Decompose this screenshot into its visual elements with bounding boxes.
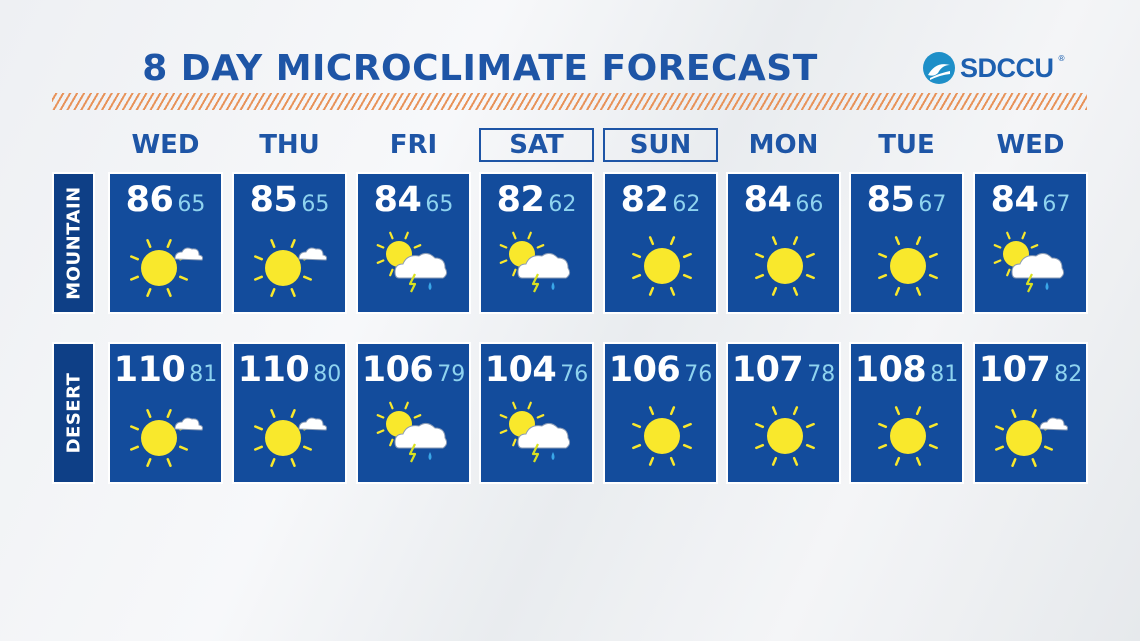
day-header-6: TUE xyxy=(878,130,935,160)
forecast-cell: 85 65 xyxy=(232,172,347,314)
row-label-desert: DESERT xyxy=(52,342,95,484)
low-temperature: 81 xyxy=(189,362,218,387)
low-temperature: 82 xyxy=(1054,362,1083,387)
forecast-cell: 85 67 xyxy=(849,172,964,314)
high-temperature: 85 xyxy=(249,180,298,220)
temperature-pair: 104 76 xyxy=(481,350,592,390)
row-label-text: MOUNTAIN xyxy=(63,186,84,300)
thunderstorm-sun-icon xyxy=(498,226,578,306)
temperature-pair: 84 65 xyxy=(358,180,469,220)
thunderstorm-sun-icon xyxy=(498,396,578,476)
partly-sunny-icon xyxy=(251,226,331,306)
temperature-pair: 82 62 xyxy=(481,180,592,220)
thunderstorm-sun-icon xyxy=(375,226,455,306)
temperature-pair: 110 80 xyxy=(234,350,345,390)
high-temperature: 110 xyxy=(237,350,310,390)
sponsor-logo: SDCCU ® xyxy=(922,48,1066,88)
low-temperature: 80 xyxy=(313,362,342,387)
partly-sunny-icon xyxy=(992,396,1072,476)
temperature-pair: 107 82 xyxy=(975,350,1086,390)
row-label-text: DESERT xyxy=(63,372,84,454)
forecast-cell: 106 79 xyxy=(356,342,471,484)
sdccu-logo-icon xyxy=(923,52,955,84)
high-temperature: 110 xyxy=(113,350,186,390)
day-header-3: SAT xyxy=(479,128,594,162)
temperature-pair: 84 67 xyxy=(975,180,1086,220)
high-temperature: 84 xyxy=(743,180,792,220)
forecast-cell: 108 81 xyxy=(849,342,964,484)
low-temperature: 66 xyxy=(795,192,824,217)
temperature-pair: 85 67 xyxy=(851,180,962,220)
partly-sunny-icon xyxy=(251,396,331,476)
low-temperature: 62 xyxy=(672,192,701,217)
forecast-cell: 106 76 xyxy=(603,342,718,484)
row-label-mountain: MOUNTAIN xyxy=(52,172,95,314)
day-header-4: SUN xyxy=(603,128,718,162)
temperature-pair: 84 66 xyxy=(728,180,839,220)
high-temperature: 85 xyxy=(866,180,915,220)
sunny-icon xyxy=(745,396,825,476)
low-temperature: 81 xyxy=(930,362,959,387)
low-temperature: 78 xyxy=(807,362,836,387)
registered-mark: ® xyxy=(1057,53,1066,63)
high-temperature: 82 xyxy=(496,180,545,220)
low-temperature: 67 xyxy=(1042,192,1071,217)
day-header-1: THU xyxy=(259,130,320,160)
decorative-stripe xyxy=(52,93,1087,110)
low-temperature: 65 xyxy=(301,192,330,217)
thunderstorm-sun-icon xyxy=(375,396,455,476)
high-temperature: 107 xyxy=(731,350,804,390)
low-temperature: 62 xyxy=(548,192,577,217)
sunny-icon xyxy=(745,226,825,306)
temperature-pair: 110 81 xyxy=(110,350,221,390)
low-temperature: 65 xyxy=(177,192,206,217)
high-temperature: 106 xyxy=(608,350,681,390)
thunderstorm-sun-icon xyxy=(992,226,1072,306)
day-header-5: MON xyxy=(748,130,819,160)
forecast-cell: 82 62 xyxy=(479,172,594,314)
high-temperature: 107 xyxy=(978,350,1051,390)
sunny-icon xyxy=(622,396,702,476)
temperature-pair: 85 65 xyxy=(234,180,345,220)
sunny-icon xyxy=(868,396,948,476)
day-header-2: FRI xyxy=(389,130,438,160)
sunny-icon xyxy=(868,226,948,306)
high-temperature: 86 xyxy=(125,180,174,220)
forecast-cell: 110 81 xyxy=(108,342,223,484)
day-header-7: WED xyxy=(996,130,1065,160)
day-header-0: WED xyxy=(131,130,200,160)
high-temperature: 106 xyxy=(361,350,434,390)
page-title: 8 DAY MICROCLIMATE FORECAST xyxy=(142,48,818,89)
low-temperature: 79 xyxy=(437,362,466,387)
forecast-cell: 82 62 xyxy=(603,172,718,314)
partly-sunny-icon xyxy=(127,396,207,476)
forecast-cell: 107 82 xyxy=(973,342,1088,484)
temperature-pair: 86 65 xyxy=(110,180,221,220)
temperature-pair: 108 81 xyxy=(851,350,962,390)
forecast-cell: 107 78 xyxy=(726,342,841,484)
forecast-cell: 104 76 xyxy=(479,342,594,484)
forecast-cell: 110 80 xyxy=(232,342,347,484)
forecast-cell: 84 66 xyxy=(726,172,841,314)
high-temperature: 108 xyxy=(854,350,927,390)
sponsor-name: SDCCU xyxy=(960,52,1054,83)
sunny-icon xyxy=(622,226,702,306)
temperature-pair: 106 79 xyxy=(358,350,469,390)
high-temperature: 104 xyxy=(484,350,557,390)
partly-sunny-icon xyxy=(127,226,207,306)
low-temperature: 67 xyxy=(918,192,947,217)
low-temperature: 65 xyxy=(425,192,454,217)
temperature-pair: 106 76 xyxy=(605,350,716,390)
low-temperature: 76 xyxy=(560,362,589,387)
high-temperature: 82 xyxy=(620,180,669,220)
forecast-cell: 86 65 xyxy=(108,172,223,314)
high-temperature: 84 xyxy=(990,180,1039,220)
temperature-pair: 82 62 xyxy=(605,180,716,220)
forecast-cell: 84 67 xyxy=(973,172,1088,314)
temperature-pair: 107 78 xyxy=(728,350,839,390)
low-temperature: 76 xyxy=(684,362,713,387)
high-temperature: 84 xyxy=(373,180,422,220)
forecast-cell: 84 65 xyxy=(356,172,471,314)
